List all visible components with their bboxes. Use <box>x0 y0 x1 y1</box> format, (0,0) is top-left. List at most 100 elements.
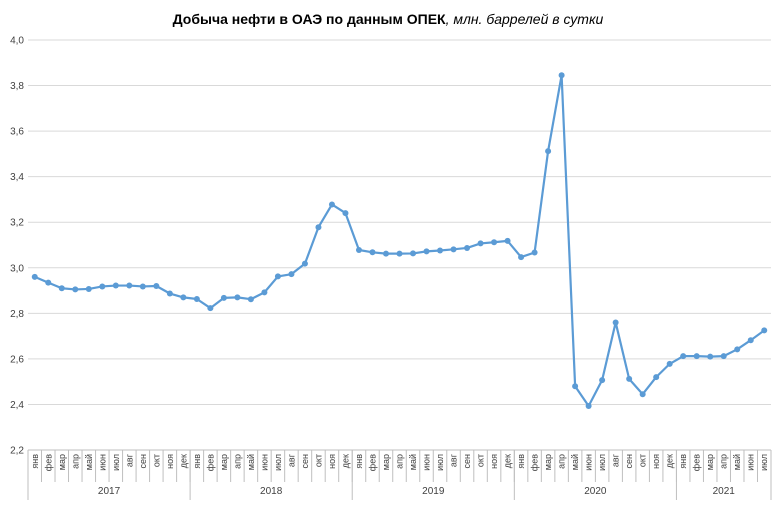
y-axis: 2,2 2,4 2,6 2,8 3,0 3,2 3,4 3,6 3,8 4,0 <box>10 36 24 457</box>
data-point <box>707 353 714 360</box>
data-point <box>734 346 741 353</box>
x-tick-label: фев <box>43 454 53 471</box>
y-tick-label: 3,8 <box>10 81 24 92</box>
data-point <box>153 283 160 289</box>
x-tick-label: ноя <box>651 454 661 469</box>
data-point <box>72 286 79 293</box>
x-tick-label: дек <box>503 454 513 468</box>
year-label: 2020 <box>584 486 607 497</box>
data-point <box>599 377 606 384</box>
data-point <box>234 294 241 301</box>
data-point <box>477 240 484 247</box>
y-tick-label: 2,8 <box>10 309 24 320</box>
x-tick-label: июл <box>111 454 121 471</box>
x-tick-label: ноя <box>165 454 175 469</box>
chart-title: Добыча нефти в ОАЭ по данным ОПЕК, млн. … <box>173 11 604 27</box>
x-tick-label: июн <box>259 454 269 471</box>
y-tick-label: 4,0 <box>10 36 24 47</box>
data-point <box>207 305 214 312</box>
x-tick-label: апр <box>719 454 729 469</box>
x-tick-label: фев <box>205 454 215 471</box>
data-point <box>99 283 106 290</box>
data-point <box>315 224 322 231</box>
data-point <box>653 374 660 381</box>
x-tick-label: мар <box>57 454 67 470</box>
x-tick-label: авг <box>449 453 459 467</box>
data-point <box>666 360 673 367</box>
data-point <box>58 285 65 292</box>
data-point <box>45 279 52 286</box>
data-point <box>626 375 633 382</box>
x-tick-label: окт <box>476 454 486 467</box>
data-point <box>193 295 200 302</box>
data-point <box>85 285 92 292</box>
x-tick-label: мар <box>381 454 391 470</box>
x-tick-label: фев <box>692 454 702 471</box>
x-tick-label: дек <box>178 454 188 468</box>
year-label: 2019 <box>422 486 445 497</box>
x-tick-label: апр <box>395 454 405 469</box>
x-tick-label: июн <box>422 454 432 471</box>
y-tick-label: 3,6 <box>10 127 24 138</box>
data-point <box>301 260 308 267</box>
x-tick-label: июл <box>435 454 445 471</box>
data-point <box>558 72 565 79</box>
x-tick-label: фев <box>530 454 540 471</box>
x-tick-label: апр <box>70 454 80 469</box>
data-point <box>585 403 592 410</box>
data-point <box>450 246 457 253</box>
data-point <box>437 247 444 254</box>
x-tick-label: мар <box>705 454 715 470</box>
data-point <box>180 294 187 301</box>
x-tick-label: янв <box>192 454 202 469</box>
x-tick-label: июн <box>746 454 756 471</box>
data-point <box>531 249 538 256</box>
data-point <box>747 337 754 344</box>
x-tick-label: сен <box>624 454 634 469</box>
x-tick-label: май <box>732 454 742 470</box>
x-tick-label: июл <box>597 454 607 471</box>
x-tick-label: фев <box>367 454 377 471</box>
series-line <box>34 74 765 408</box>
x-tick-label: дек <box>665 454 675 468</box>
data-point <box>369 249 376 256</box>
y-tick-label: 3,2 <box>10 218 24 229</box>
data-point <box>612 319 619 326</box>
data-point <box>464 244 471 251</box>
data-point <box>139 283 146 290</box>
y-tick-label: 2,6 <box>10 354 24 365</box>
data-point <box>680 353 687 360</box>
chart-title-main: Добыча нефти в ОАЭ по данным ОПЕК <box>173 11 446 27</box>
x-tick-label: ноя <box>327 454 337 469</box>
x-tick-label: ноя <box>489 454 499 469</box>
x-tick-label: май <box>570 454 580 470</box>
data-point <box>112 282 119 289</box>
data-point <box>720 353 727 360</box>
x-tick-label: май <box>84 454 94 470</box>
data-point <box>410 250 417 257</box>
data-point <box>288 271 295 278</box>
series-oil-production <box>31 72 768 410</box>
x-tick-label: дек <box>340 454 350 468</box>
data-point <box>572 383 579 390</box>
x-tick-label: окт <box>313 454 323 467</box>
x-tick-label: янв <box>354 454 364 469</box>
year-label: 2021 <box>713 486 736 497</box>
y-tick-label: 2,2 <box>10 446 24 457</box>
x-tick-label: июн <box>584 454 594 471</box>
x-tick-label: июл <box>273 454 283 471</box>
x-tick-label: авг <box>611 453 621 467</box>
y-tick-label: 3,0 <box>10 263 24 274</box>
x-tick-label: янв <box>516 454 526 469</box>
gridlines <box>28 39 771 451</box>
chart-title-sub: , млн. баррелей в сутки <box>446 11 604 27</box>
x-tick-label: июл <box>759 454 769 471</box>
data-point <box>382 250 389 257</box>
data-point <box>247 296 254 303</box>
data-point <box>545 148 552 155</box>
data-point <box>126 282 133 289</box>
x-tick-label: июн <box>97 454 107 471</box>
x-tick-label: май <box>408 454 418 470</box>
